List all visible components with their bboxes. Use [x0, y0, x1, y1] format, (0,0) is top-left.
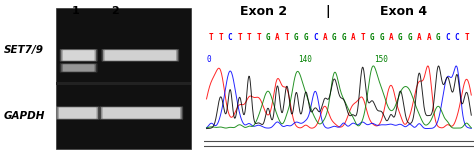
Text: A: A — [275, 33, 280, 42]
FancyBboxPatch shape — [57, 107, 98, 119]
Text: T: T — [209, 33, 214, 42]
Text: C: C — [313, 33, 318, 42]
FancyBboxPatch shape — [104, 50, 176, 60]
Text: |: | — [326, 5, 330, 18]
Text: T: T — [219, 33, 223, 42]
Text: G: G — [370, 33, 374, 42]
FancyBboxPatch shape — [100, 106, 183, 120]
Text: T: T — [464, 33, 469, 42]
Text: G: G — [341, 33, 346, 42]
Text: G: G — [303, 33, 308, 42]
FancyBboxPatch shape — [61, 64, 96, 72]
Text: G: G — [398, 33, 403, 42]
Text: G: G — [436, 33, 440, 42]
FancyBboxPatch shape — [63, 50, 94, 60]
Text: G: G — [332, 33, 337, 42]
FancyBboxPatch shape — [56, 8, 191, 149]
Text: A: A — [389, 33, 393, 42]
Text: T: T — [360, 33, 365, 42]
FancyBboxPatch shape — [60, 49, 98, 62]
Text: 1: 1 — [72, 6, 80, 16]
Text: 150: 150 — [374, 55, 388, 64]
FancyBboxPatch shape — [103, 50, 178, 61]
Text: 2: 2 — [111, 6, 119, 16]
Text: Exon 2: Exon 2 — [240, 5, 287, 18]
Text: G: G — [265, 33, 270, 42]
FancyBboxPatch shape — [56, 82, 191, 85]
Text: A: A — [417, 33, 421, 42]
Text: 0: 0 — [207, 55, 211, 64]
Text: SET7/9: SET7/9 — [4, 45, 44, 55]
Text: GAPDH: GAPDH — [4, 111, 46, 121]
FancyBboxPatch shape — [59, 108, 97, 119]
Text: T: T — [284, 33, 289, 42]
FancyBboxPatch shape — [102, 108, 180, 119]
Text: C: C — [228, 33, 232, 42]
Text: C: C — [446, 33, 450, 42]
FancyBboxPatch shape — [56, 106, 100, 120]
Text: G: G — [294, 33, 299, 42]
Text: A: A — [427, 33, 431, 42]
Text: T: T — [237, 33, 242, 42]
Text: T: T — [247, 33, 251, 42]
Text: G: G — [379, 33, 384, 42]
FancyBboxPatch shape — [101, 107, 182, 119]
Text: G: G — [408, 33, 412, 42]
FancyBboxPatch shape — [101, 49, 179, 62]
Text: 140: 140 — [299, 55, 312, 64]
Text: A: A — [351, 33, 356, 42]
FancyBboxPatch shape — [63, 64, 94, 71]
FancyBboxPatch shape — [60, 63, 98, 73]
Text: Exon 4: Exon 4 — [381, 5, 428, 18]
FancyBboxPatch shape — [61, 50, 96, 61]
Text: T: T — [256, 33, 261, 42]
Text: A: A — [322, 33, 327, 42]
Text: C: C — [455, 33, 459, 42]
